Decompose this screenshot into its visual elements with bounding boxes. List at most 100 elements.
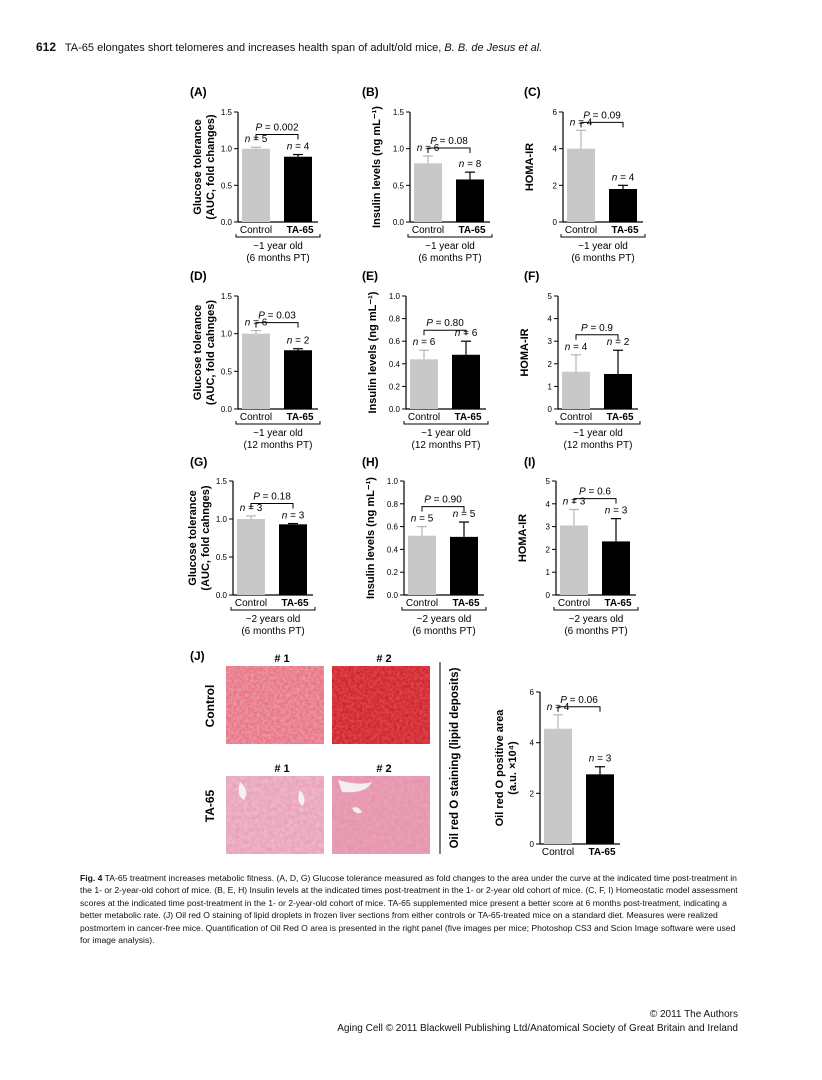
y-tick-label: 0 — [553, 218, 558, 227]
panel-label: (H) — [362, 455, 379, 469]
y-tick-label: 1 — [546, 568, 551, 577]
y-axis-label: Insulin levels (ng mL⁻¹) — [367, 291, 379, 413]
y-axis-label: Insulin levels (ng mL⁻¹) — [365, 477, 377, 599]
panel-label: (D) — [190, 269, 207, 283]
p-value: P = 0.09 — [583, 110, 621, 121]
y-axis-label: HOMA-IR — [524, 143, 536, 191]
treatment-label: (6 months PT) — [418, 253, 481, 264]
y-axis-label: HOMA-IR — [517, 514, 529, 562]
y-tick-label: 1.0 — [216, 515, 228, 524]
significance-bracket — [255, 322, 299, 328]
significance-bracket — [255, 134, 299, 140]
panel-label: (C) — [524, 85, 541, 99]
y-tick-label: 1.0 — [393, 145, 405, 154]
bar-control — [544, 728, 572, 844]
n-label: n = 8 — [459, 159, 482, 170]
treatment-label: (12 months PT) — [564, 440, 633, 451]
y-tick-label: 0.5 — [393, 181, 405, 190]
page-footer: © 2011 The Authors Aging Cell © 2011 Bla… — [337, 1008, 738, 1035]
treatment-label: (6 months PT) — [564, 626, 627, 637]
chart-panel-6: (G) 0.0 0.5 1.0 1.5 Glucose tolerance(AUC, fo… — [187, 455, 316, 637]
col-label-2-bottom: # 2 — [376, 763, 391, 775]
y-tick-label: 4 — [553, 145, 558, 154]
y-tick-label: 1.5 — [221, 292, 233, 301]
age-label: ~1 year old — [425, 241, 475, 252]
n-label: n = 3 — [563, 497, 586, 508]
chart-panel-3: (D) 0.0 0.5 1.0 1.5 Glucose tolerance(AUC, fo… — [190, 269, 321, 451]
bar-ta65 — [279, 524, 307, 595]
y-tick-label: 2 — [530, 789, 535, 798]
n-label: n = 5 — [411, 514, 434, 525]
running-authors: B. B. de Jesus et al. — [444, 42, 543, 54]
bar-control — [560, 525, 588, 595]
bar-ta65 — [284, 350, 312, 409]
significance-bracket — [575, 334, 619, 340]
age-label: ~2 years old — [569, 614, 624, 625]
age-label: ~2 years old — [246, 614, 301, 625]
p-value: P = 0.90 — [424, 495, 462, 506]
y-tick-label: 0.0 — [389, 405, 401, 414]
bar-control — [242, 333, 270, 409]
y-tick-label: 3 — [546, 523, 551, 532]
bar-ta65 — [452, 354, 480, 409]
p-value: P = 0.06 — [560, 695, 598, 706]
panel-label: (I) — [524, 455, 535, 469]
y-axis-label: Insulin levels (ng mL⁻¹) — [371, 106, 383, 228]
n-label: n = 4 — [565, 342, 588, 353]
category-control: Control — [408, 412, 440, 423]
stain-image-control-1 — [226, 666, 324, 744]
category-control: Control — [235, 598, 267, 609]
group-bracket — [553, 607, 639, 611]
y-axis-label: Oil red O positive area(a.u. ×10⁴) — [494, 709, 519, 827]
y-tick-label: 0.8 — [389, 315, 401, 324]
bar-ta65 — [602, 541, 630, 595]
bar-control — [410, 359, 438, 409]
bar-control — [237, 519, 265, 595]
treatment-label: (6 months PT) — [246, 253, 309, 264]
y-tick-label: 0.4 — [389, 360, 401, 369]
significance-bracket — [580, 121, 624, 128]
category-control: Control — [412, 225, 444, 236]
significance-bracket — [250, 503, 294, 509]
running-title: TA-65 elongates short telomeres and incr… — [64, 42, 442, 54]
significance-bracket — [423, 329, 467, 336]
n-label: n = 3 — [605, 506, 628, 517]
panel-label: (G) — [190, 455, 207, 469]
significance-bracket — [557, 706, 601, 712]
category-ta65: TA-65 — [454, 412, 481, 423]
treatment-label: (12 months PT) — [412, 440, 481, 451]
y-tick-label: 3 — [548, 337, 553, 346]
group-bracket — [235, 421, 321, 425]
n-label: n = 2 — [287, 336, 310, 347]
category-control: Control — [240, 225, 272, 236]
bar-ta65 — [604, 373, 632, 409]
y-tick-label: 0.0 — [393, 218, 405, 227]
col-label-1-top: # 1 — [274, 653, 289, 665]
y-axis-label: Glucose tolerance(AUC, fold changes) — [192, 114, 217, 219]
bar-ta65 — [284, 156, 312, 222]
category-ta65: TA-65 — [588, 847, 615, 858]
group-bracket — [555, 421, 641, 425]
y-axis-label: Glucose tolerance(AUC, fold cahnges) — [187, 485, 212, 590]
page-number: 612 — [36, 40, 57, 54]
age-label: ~1 year old — [578, 241, 628, 252]
category-ta65: TA-65 — [452, 598, 479, 609]
n-label: n = 4 — [612, 172, 635, 183]
panel-label: (E) — [362, 269, 378, 283]
y-tick-label: 0 — [530, 840, 535, 849]
group-bracket — [230, 607, 316, 611]
y-tick-label: 0 — [548, 405, 553, 414]
category-ta65: TA-65 — [611, 225, 638, 236]
category-ta65: TA-65 — [281, 598, 308, 609]
group-bracket — [560, 234, 646, 238]
bar-control — [414, 163, 442, 222]
n-label: n = 3 — [589, 754, 612, 765]
y-tick-label: 0 — [546, 591, 551, 600]
bar-control — [242, 148, 270, 222]
y-tick-label: 0.8 — [387, 500, 399, 509]
category-ta65: TA-65 — [286, 412, 313, 423]
y-tick-label: 2 — [548, 360, 553, 369]
category-control: Control — [565, 225, 597, 236]
y-tick-label: 1.5 — [216, 477, 228, 486]
